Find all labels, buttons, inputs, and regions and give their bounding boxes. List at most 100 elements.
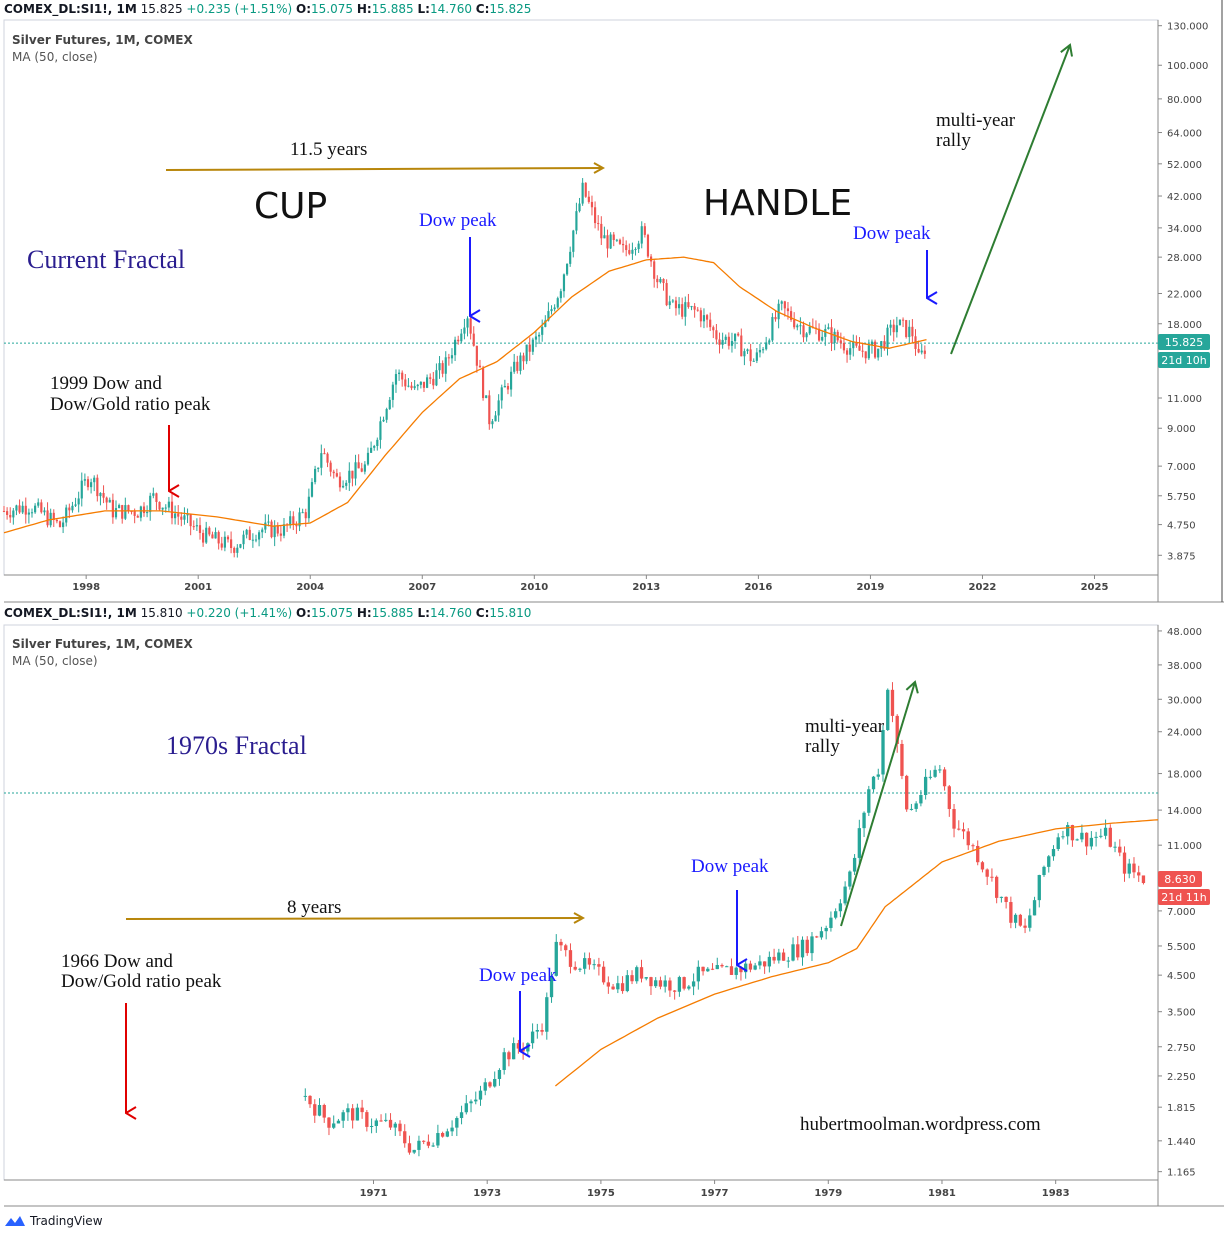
candle-body: [808, 326, 811, 334]
chart1-period-arrow: [165, 168, 603, 170]
candle-body: [379, 421, 382, 440]
candle-body: [824, 328, 827, 337]
candle-body: [388, 1119, 393, 1128]
candle-body: [121, 505, 124, 519]
candle-body: [497, 1069, 502, 1079]
candle-body: [270, 521, 273, 538]
chart2-price-badge-bg: [1158, 871, 1202, 887]
chart1-period-label: 11.5 years: [290, 139, 367, 160]
candle-body: [161, 507, 164, 510]
candle-body: [649, 977, 653, 987]
candle-body: [192, 526, 195, 528]
candle-body: [677, 977, 682, 992]
candle-body: [111, 499, 114, 518]
x-tick-label: 1979: [814, 1188, 842, 1199]
chart1-pane-border: [3, 19, 1159, 576]
candle-body: [407, 385, 410, 387]
candle-body: [369, 1125, 374, 1127]
candle-body: [659, 279, 662, 283]
y-tick-label: 24.000: [1167, 728, 1202, 739]
x-tick-label: 2010: [520, 582, 548, 593]
candle-body: [838, 903, 843, 912]
candle-body: [136, 515, 139, 518]
candle-body: [304, 512, 307, 519]
candle-body: [407, 1143, 412, 1153]
candle-body: [612, 234, 615, 241]
candle-body: [559, 941, 563, 946]
y-tick-label: 1.440: [1167, 1137, 1196, 1148]
candle-body: [643, 226, 646, 235]
candle-body: [530, 1031, 535, 1044]
candle-body: [839, 340, 842, 344]
candle-body: [52, 512, 55, 520]
candle-body: [295, 524, 298, 527]
candle-body: [556, 298, 559, 308]
candle-body: [578, 968, 582, 970]
candle-body: [68, 507, 71, 511]
candle-body: [535, 1030, 539, 1032]
candle-body: [282, 524, 286, 536]
candle-body: [379, 1120, 383, 1122]
chart2-ma-line: [554, 819, 1159, 1087]
candle-body: [354, 462, 357, 479]
candle-body: [481, 367, 485, 399]
candle-body: [971, 845, 975, 847]
candle-body: [696, 309, 699, 311]
candle-body: [1132, 863, 1136, 873]
candle-body: [202, 532, 205, 543]
footer-brand[interactable]: TradingView: [30, 1214, 103, 1228]
candle-body: [413, 386, 416, 389]
candle-body: [895, 325, 898, 333]
y-tick-label: 1.165: [1167, 1168, 1196, 1179]
footer: TradingView: [4, 1214, 103, 1228]
candle-body: [114, 508, 118, 518]
candle-body: [830, 327, 833, 343]
x-tick-label: 1977: [701, 1188, 729, 1199]
candle-body: [417, 1140, 421, 1150]
chart1-x-axis: 1998 2001 2004 2007 2010 2013 2016 2019 2022 2025: [72, 575, 1108, 593]
candle-body: [691, 981, 696, 987]
candle-body: [873, 341, 877, 358]
candle-body: [118, 505, 121, 509]
candle-body: [858, 345, 861, 351]
chart2-open: 15.075: [311, 606, 354, 620]
candle-body: [843, 886, 847, 904]
candle-body: [877, 348, 880, 358]
y-tick-label: 5.750: [1167, 492, 1196, 503]
candle-body: [715, 330, 718, 340]
candle-body: [450, 355, 454, 359]
candle-body: [606, 982, 611, 987]
candle-body: [279, 533, 282, 536]
candle-body: [258, 532, 261, 540]
candle-body: [768, 340, 771, 343]
candle-body: [805, 333, 808, 338]
candle-body: [208, 527, 211, 535]
candle-body: [793, 319, 796, 328]
candle-body: [226, 536, 230, 540]
y-tick-label: 34.000: [1167, 224, 1202, 235]
candle-body: [810, 936, 814, 954]
candle-body: [1013, 914, 1018, 923]
candle-body: [327, 1117, 331, 1128]
candle-body: [289, 516, 292, 526]
candle-body: [842, 343, 846, 351]
y-tick-label: 4.750: [1167, 521, 1196, 532]
candle-body: [1004, 896, 1008, 903]
candle-body: [345, 482, 348, 486]
chart2-time-badge: 21d 11h: [1161, 891, 1206, 904]
candle-body: [852, 342, 855, 349]
candle-body: [786, 308, 790, 312]
candle-body: [734, 967, 738, 975]
candle-body: [217, 532, 220, 544]
candle-body: [867, 789, 871, 813]
candle-body: [701, 966, 705, 972]
tradingview-logo-icon[interactable]: [4, 1214, 26, 1228]
candle-body: [478, 365, 482, 368]
candle-body: [43, 510, 46, 513]
candle-body: [360, 468, 363, 472]
candle-body: [233, 547, 236, 553]
y-tick-label: 22.000: [1167, 290, 1202, 301]
candle-body: [513, 361, 516, 372]
candle-body: [385, 409, 388, 420]
candle-body: [351, 470, 354, 479]
